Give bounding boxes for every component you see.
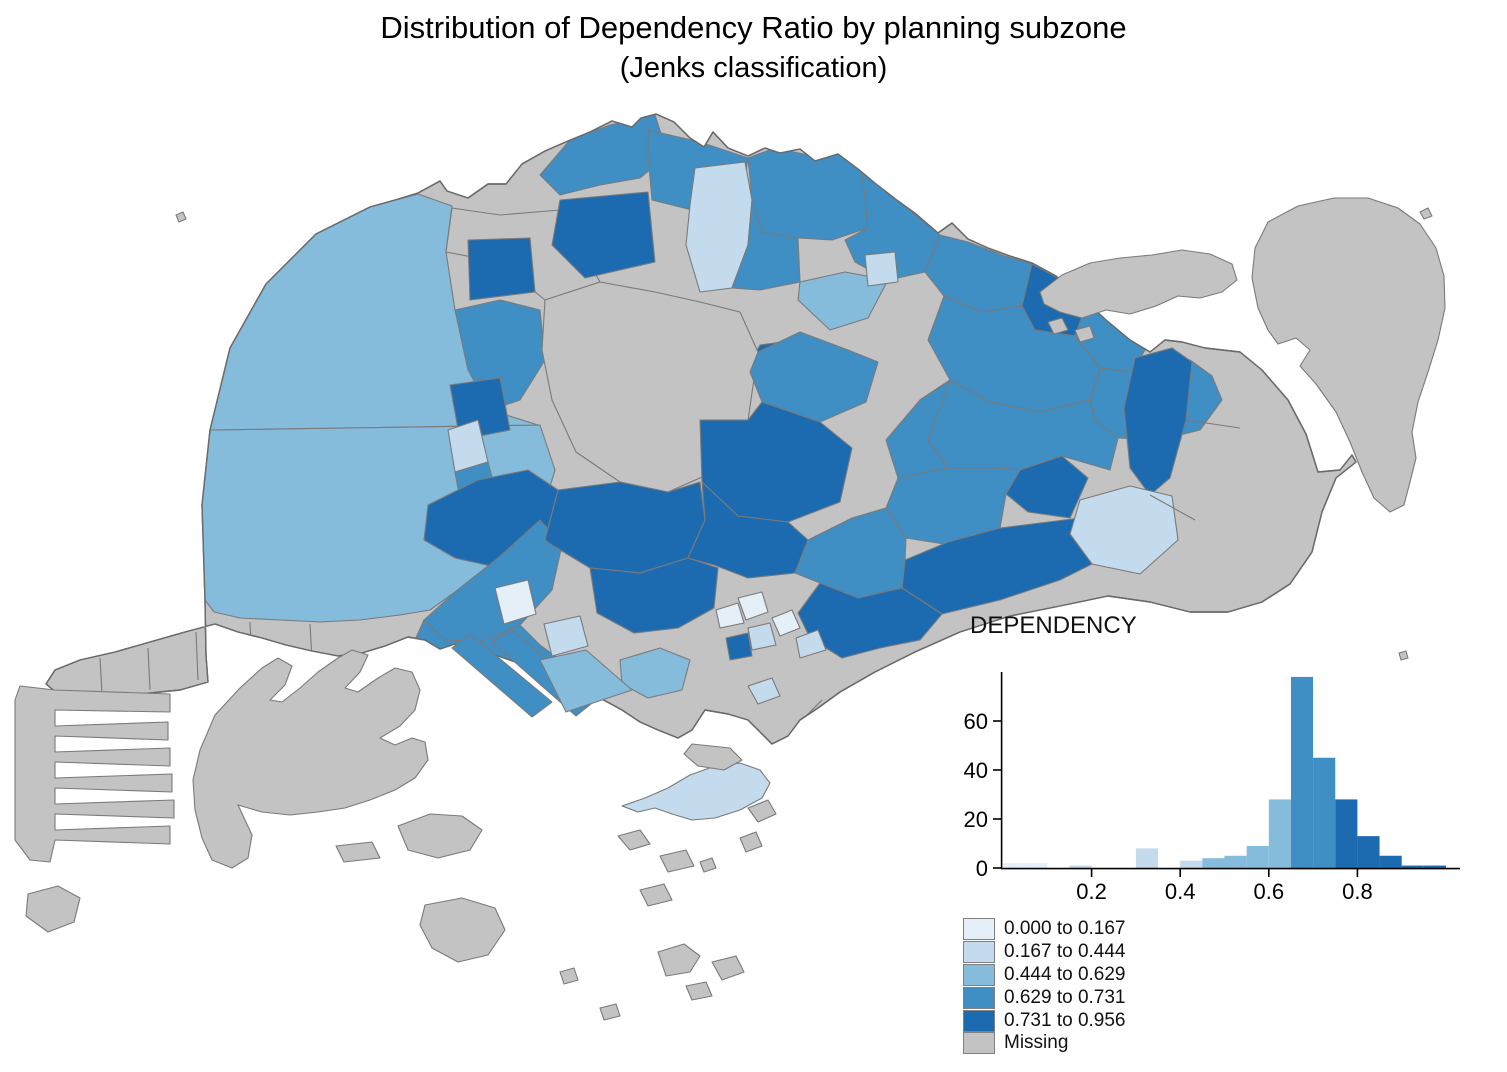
histogram-bar <box>1246 845 1269 868</box>
legend-label: 0.629 to 0.731 <box>1004 986 1126 1008</box>
y-tick-label: 20 <box>964 807 988 832</box>
legend-swatch <box>963 1009 995 1032</box>
island-sentosa <box>621 762 771 821</box>
histogram-bar <box>1335 799 1358 868</box>
histogram-bar <box>1313 757 1336 868</box>
legend-label: 0.167 to 0.444 <box>1004 941 1126 963</box>
histogram-bar <box>1401 865 1424 868</box>
legend-row: 0.000 to 0.167 <box>963 918 1126 941</box>
legend-swatch <box>963 986 995 1009</box>
legend-swatch <box>963 963 995 986</box>
histogram-bar <box>1423 865 1446 868</box>
legend-label: 0.731 to 0.956 <box>1004 1009 1126 1031</box>
legend-row: 0.167 to 0.444 <box>963 941 1126 964</box>
island-jurong <box>192 649 429 869</box>
histogram: 0.2 0.4 0.6 0.8 0 20 40 60 <box>964 672 1460 904</box>
legend-swatch <box>963 941 995 964</box>
histogram-bar <box>1268 799 1291 868</box>
legend: 0.000 to 0.167 0.167 to 0.444 0.444 to 0.6… <box>963 918 1126 1055</box>
histogram-bar <box>1025 863 1048 868</box>
legend-swatch <box>963 918 995 941</box>
legend-label: Missing <box>1004 1032 1069 1054</box>
y-tick-label: 40 <box>964 758 988 783</box>
legend-row: 0.731 to 0.956 <box>963 1009 1126 1032</box>
histogram-bar <box>1224 855 1247 868</box>
histogram-title: DEPENDENCY <box>970 612 1137 639</box>
histogram-bar <box>1202 858 1225 868</box>
histogram-bar <box>1180 860 1203 868</box>
x-tick-label: 0.2 <box>1076 879 1107 904</box>
legend-swatch <box>963 1032 995 1055</box>
histogram-bar <box>1135 848 1159 868</box>
x-tick-label: 0.8 <box>1342 879 1373 904</box>
histogram-bar <box>1357 836 1380 868</box>
histogram-bar <box>1069 865 1092 868</box>
x-tick-label: 0.4 <box>1165 879 1196 904</box>
y-tick-label: 0 <box>976 856 988 881</box>
chart-title: Distribution of Dependency Ratio by plan… <box>0 8 1507 88</box>
legend-row: Missing <box>963 1032 1126 1055</box>
port-piers <box>451 629 633 718</box>
legend-label: 0.444 to 0.629 <box>1004 963 1126 985</box>
subzone-mosaic <box>99 114 1241 723</box>
islands <box>14 197 1446 1021</box>
legend-row: 0.629 to 0.731 <box>963 986 1126 1009</box>
histogram-bar <box>1379 855 1402 868</box>
histogram-bar <box>1290 676 1314 868</box>
island-ubin <box>1039 249 1238 319</box>
title-line-2: (Jenks classification) <box>619 52 888 84</box>
island-brani <box>683 743 743 771</box>
x-tick-label: 0.6 <box>1254 879 1285 904</box>
main-island-outline <box>45 113 1357 745</box>
title-line-1: Distribution of Dependency Ratio by plan… <box>380 10 1127 45</box>
island-tuas-south <box>14 685 175 863</box>
island-tekong <box>1251 197 1446 513</box>
y-tick-label: 60 <box>964 709 988 734</box>
legend-row: 0.444 to 0.629 <box>963 963 1126 987</box>
histogram-bar <box>1003 863 1026 868</box>
legend-label: 0.000 to 0.167 <box>1004 918 1126 940</box>
